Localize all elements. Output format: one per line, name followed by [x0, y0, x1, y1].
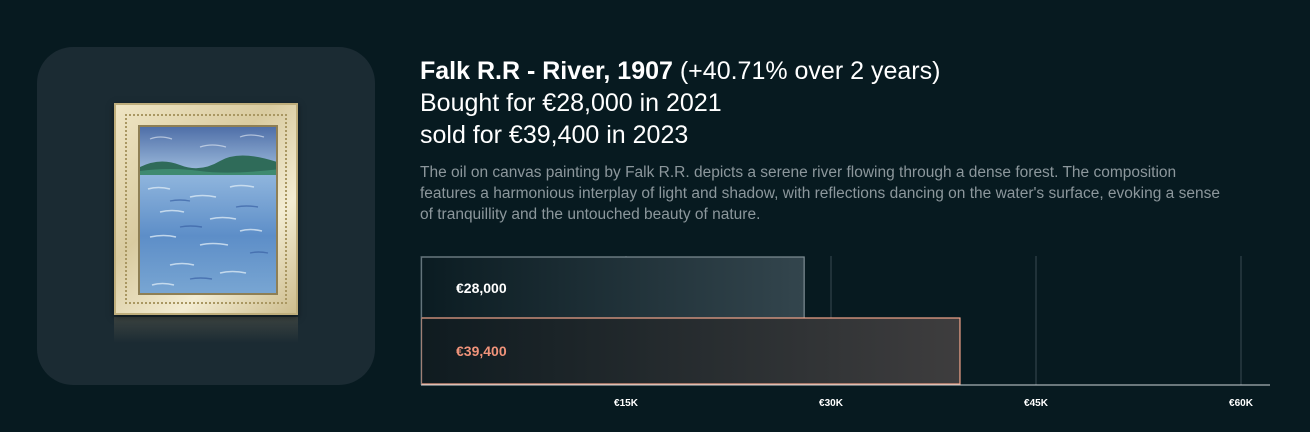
picture-frame [114, 103, 298, 315]
x-tick-label: €60K [1229, 398, 1254, 409]
painting-gain: (+40.71% over 2 years) [679, 57, 941, 85]
bar-value-label: €28,000 [456, 280, 507, 296]
painting-canvas [138, 125, 278, 295]
sold-text: sold for €39,400 in 2023 [420, 121, 689, 149]
painting-description: The oil on canvas painting by Falk R.R. … [420, 164, 1220, 223]
frame-reflection [114, 317, 298, 343]
bar-bought [420, 256, 805, 320]
x-tick-label: €45K [1024, 398, 1049, 409]
painting-name: Falk R.R - River, 1907 [420, 57, 673, 85]
x-tick-label: €15K [614, 398, 639, 409]
bar-value-label: €39,400 [456, 343, 507, 359]
x-tick-label: €30K [819, 398, 844, 409]
bought-text: Bought for €28,000 in 2021 [420, 89, 722, 117]
painting-card [37, 47, 375, 385]
painting-title: Falk R.R - River, 1907 (+40.71% over 2 y… [420, 56, 940, 86]
bar-sold [420, 317, 961, 385]
painting-image [114, 103, 298, 343]
